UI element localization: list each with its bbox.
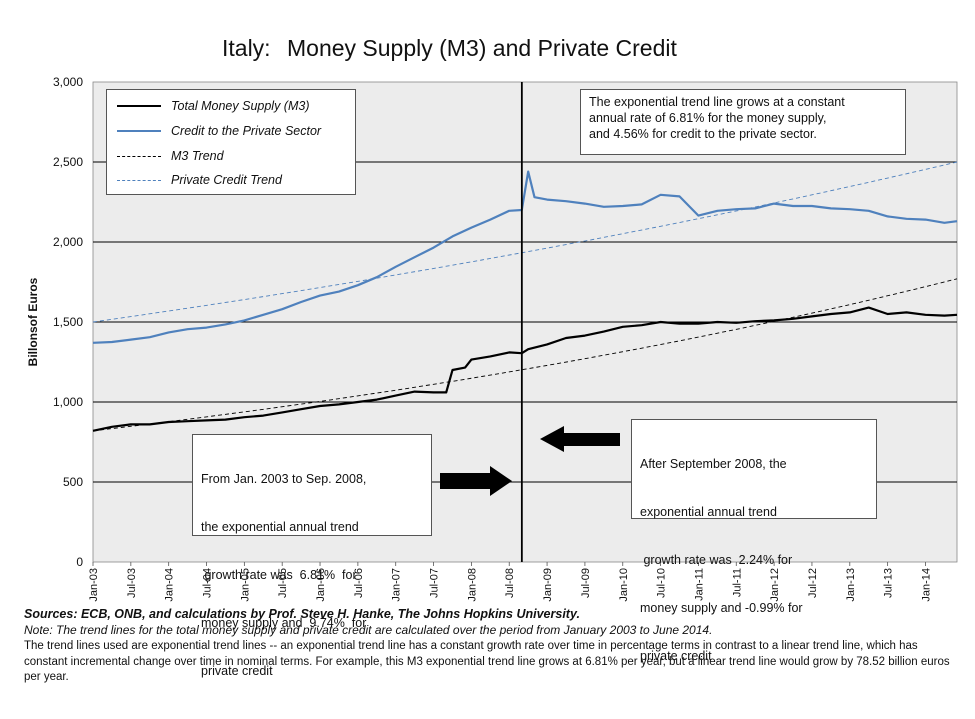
chart-title-main: Money Supply (M3) and Private Credit: [287, 35, 677, 61]
after-sept-2008-annotation: After September 2008, the exponential an…: [631, 419, 877, 663]
chart-title-country: Italy:: [222, 35, 271, 61]
y-tick-label: 1,000: [53, 395, 83, 409]
y-tick-label: 2,500: [53, 155, 83, 169]
x-tick-label: Jan-12: [769, 568, 781, 602]
legend: Total Money Supply (M3) Credit to the Pr…: [106, 89, 356, 195]
trend-annotation-line: annual rate of 6.81% for the money suppl…: [589, 111, 827, 125]
x-tick-label: Jan-10: [618, 568, 630, 602]
y-tick-label: 3,000: [53, 75, 83, 89]
x-tick-label: Jan-13: [845, 568, 857, 602]
x-tick-label: Jan-03: [88, 568, 100, 602]
x-tick-label: Jul-12: [807, 568, 819, 598]
x-tick-label: Jul-13: [883, 568, 895, 598]
sources-text: Sources: ECB, ONB, and calculations by P…: [24, 607, 580, 621]
after-annotation-line: After September 2008, the: [640, 457, 787, 471]
x-tick-label: Jul-08: [504, 568, 516, 598]
m3-series-line: [92, 306, 958, 432]
legend-label-m3-trend: M3 Trend: [171, 149, 224, 163]
legend-swatch-credit-trend: [117, 179, 161, 181]
x-tick-label: Jan-08: [466, 568, 478, 602]
x-tick-label: Jul-09: [580, 568, 592, 598]
chart-title: Italy: Money Supply (M3) and Private Cre…: [222, 35, 677, 61]
legend-swatch-m3-trend: [117, 155, 161, 157]
x-tick-label: Jul-11: [731, 568, 743, 597]
explanation-text: The trend lines used are exponential tre…: [24, 640, 950, 683]
before-sept-2008-annotation: From Jan. 2003 to Sep. 2008, the exponen…: [192, 434, 432, 678]
left-arrow: [540, 426, 620, 452]
x-tick-label: Jan-14: [920, 568, 932, 602]
trend-annotation: The exponential trend line grows at a co…: [580, 89, 906, 155]
y-tick-label: 2,000: [53, 235, 83, 249]
after-annotation-line: private credit: [640, 649, 712, 663]
x-tick-label: Jan-09: [542, 568, 554, 602]
series-layer: [92, 161, 958, 432]
after-annotation-line: exponential annual trend: [640, 505, 777, 519]
x-tick-label: Jan-06: [315, 568, 327, 602]
before-annotation-line: the exponential annual trend: [201, 520, 359, 534]
legend-item-credit-trend: Private Credit Trend: [117, 171, 282, 189]
before-annotation-line: money supply and 9.74% for: [201, 616, 367, 630]
credit-trend-line: [92, 161, 958, 323]
legend-item-m3-trend: M3 Trend: [117, 147, 224, 165]
legend-swatch-credit: [117, 130, 161, 132]
x-tick-label: Jul-03: [126, 568, 138, 598]
after-annotation-line: growth rate was 2.24% for: [640, 553, 793, 567]
legend-swatch-m3: [117, 105, 161, 107]
before-annotation-line: private credit: [201, 664, 273, 678]
x-tick-label: Jan-11: [693, 568, 705, 601]
credit-series-line: [92, 170, 958, 344]
y-tick-label: 0: [76, 555, 83, 569]
x-tick-label: Jul-04: [202, 568, 214, 598]
legend-item-credit: Credit to the Private Sector: [117, 122, 321, 140]
legend-item-m3: Total Money Supply (M3): [117, 97, 310, 115]
y-tick-label: 1,500: [53, 315, 83, 329]
before-annotation-line: From Jan. 2003 to Sep. 2008,: [201, 472, 367, 486]
y-axis-ticks: 0 500 1,000 1,500 2,000 2,500 3,000: [53, 75, 83, 569]
y-tick-label: 500: [63, 475, 83, 489]
x-tick-label: Jul-07: [429, 568, 441, 598]
after-annotation-line: money supply and -0.99% for: [640, 601, 803, 615]
x-tick-label: Jul-10: [656, 568, 668, 598]
legend-label-credit: Credit to the Private Sector: [171, 124, 322, 138]
footer: Sources: ECB, ONB, and calculations by P…: [24, 606, 954, 686]
x-tick-label: Jan-04: [164, 568, 176, 602]
x-tick-label: Jul-05: [277, 568, 289, 598]
right-arrow: [440, 466, 512, 496]
x-axis-ticks: Jan-03 Jul-03 Jan-04 Jul-04 Jan-05 Jul-05 Jan-…: [88, 562, 932, 602]
trend-annotation-line: and 4.56% for credit to the private sect…: [589, 127, 817, 141]
note-text: Note: The trend lines for the total mone…: [24, 623, 713, 637]
legend-label-credit-trend: Private Credit Trend: [171, 173, 282, 187]
legend-label-m3: Total Money Supply (M3): [171, 99, 310, 113]
trend-annotation-line: The exponential trend line grows at a co…: [589, 95, 845, 109]
m3-trend-line: [92, 278, 958, 432]
x-tick-label: Jan-05: [239, 568, 251, 602]
before-annotation-line: growth rate was 6.81% for: [201, 568, 357, 582]
y-axis-label: Billonsof Euros: [26, 277, 40, 366]
x-tick-label: Jul-06: [353, 568, 365, 598]
x-tick-label: Jan-07: [391, 568, 403, 602]
